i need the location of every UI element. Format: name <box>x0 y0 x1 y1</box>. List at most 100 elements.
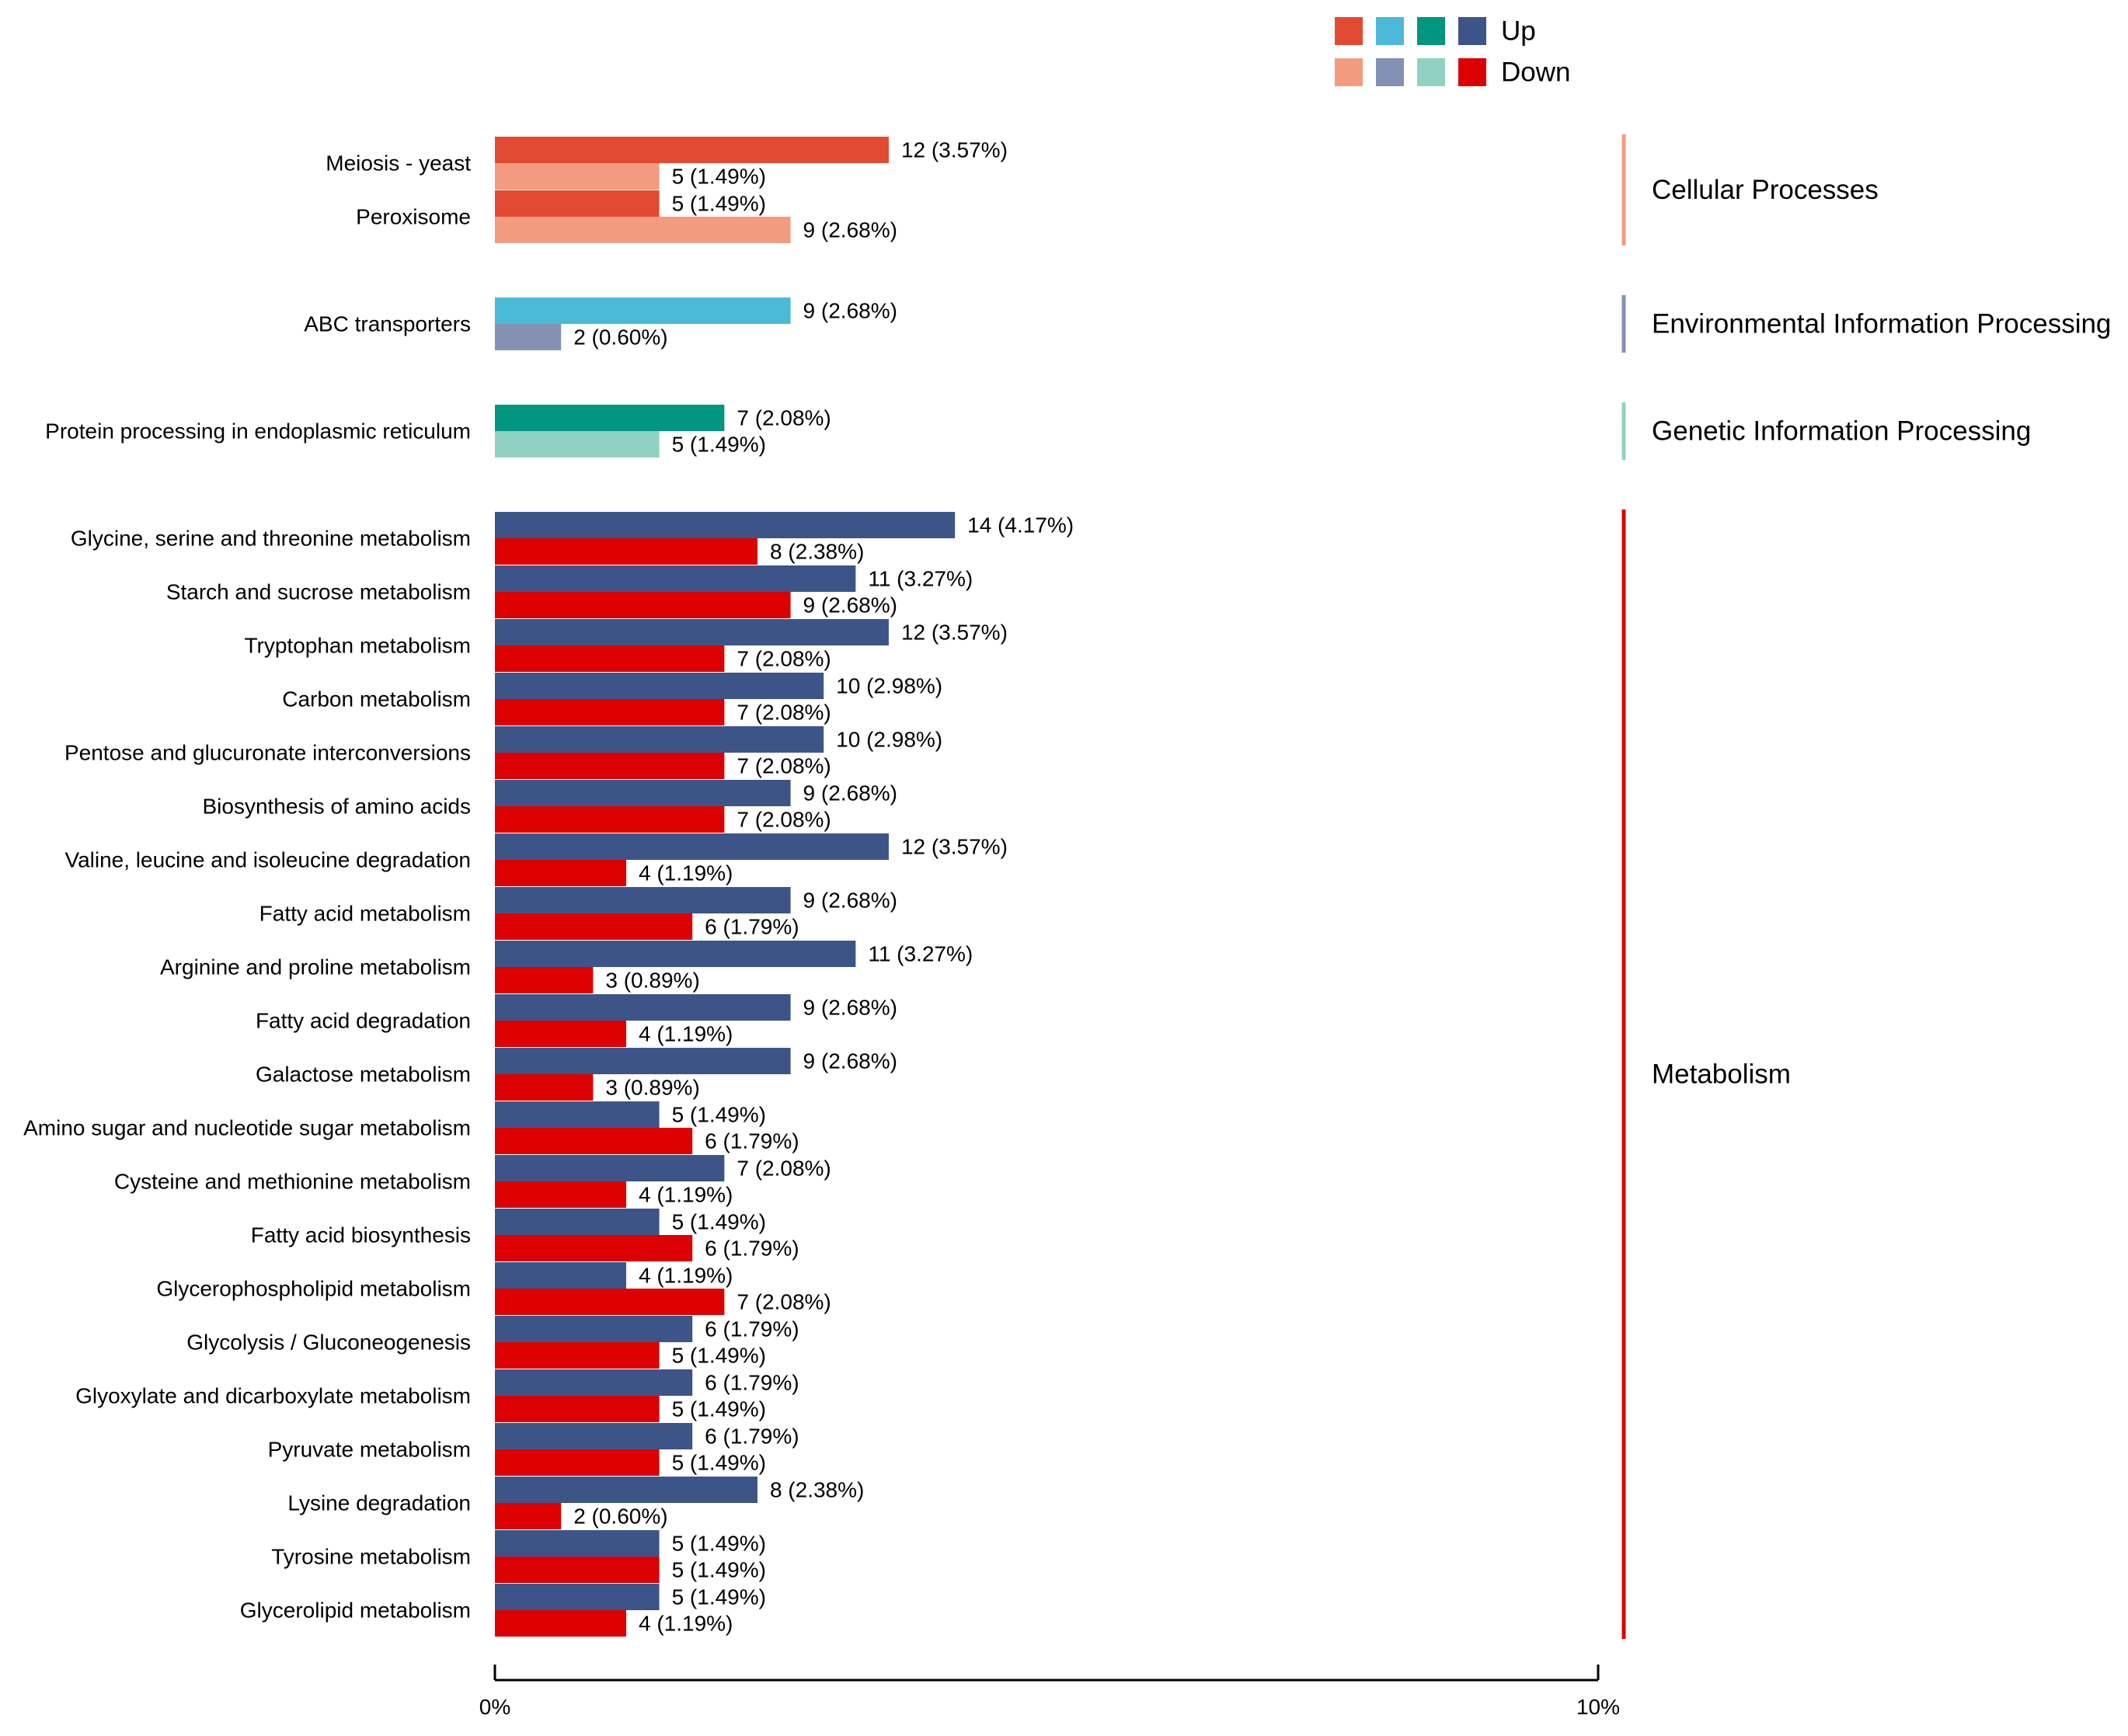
bar-down-amino-sugar-and-nucleotide-sugar-metabolism <box>495 1128 693 1154</box>
pathway-label-amino-sugar-and-nucleotide-sugar-metabolism: Amino sugar and nucleotide sugar metabol… <box>23 1116 471 1140</box>
bar-down-biosynthesis-of-amino-acids <box>495 806 725 833</box>
legend-label-up: Up <box>1501 16 1536 47</box>
value-label-up-fatty-acid-biosynthesis: 5 (1.49%) <box>672 1210 766 1234</box>
bar-up-arginine-and-proline-metabolism <box>495 941 856 967</box>
bar-up-abc-transporters <box>495 297 791 324</box>
bar-up-tyrosine-metabolism <box>495 1530 660 1557</box>
group-brackets: Cellular Processes Environmental Informat… <box>1621 134 2111 1639</box>
value-label-down-glycerophospholipid-metabolism: 7 (2.08%) <box>737 1290 831 1314</box>
value-label-up-galactose-metabolism: 9 (2.68%) <box>803 1049 897 1073</box>
bar-down-protein-processing-in-endoplasmic-reticulum <box>495 431 660 457</box>
legend-swatch-down-1 <box>1335 58 1363 86</box>
x-tick-label-0: 0% <box>479 1695 510 1719</box>
value-label-down-carbon-metabolism: 7 (2.08%) <box>737 701 831 725</box>
bar-up-starch-and-sucrose-metabolism <box>495 565 856 592</box>
bar-up-carbon-metabolism <box>495 673 824 699</box>
pathway-label-glycerophospholipid-metabolism: Glycerophospholipid metabolism <box>156 1277 471 1301</box>
value-label-down-valine-leucine-and-isoleucine-degradation: 4 (1.19%) <box>639 861 733 885</box>
group-label-genetic-information-processing: Genetic Information Processing <box>1652 416 2031 447</box>
pathway-label-pentose-and-glucuronate-interconversions: Pentose and glucuronate interconversions <box>64 741 471 765</box>
value-label-down-biosynthesis-of-amino-acids: 7 (2.08%) <box>737 808 831 832</box>
bar-up-glycerophospholipid-metabolism <box>495 1262 626 1289</box>
pathway-label-valine-leucine-and-isoleucine-degradation: Valine, leucine and isoleucine degradati… <box>64 848 471 872</box>
value-label-down-protein-processing-in-endoplasmic-reticulum: 5 (1.49%) <box>672 433 766 457</box>
value-label-up-glycerolipid-metabolism: 5 (1.49%) <box>672 1585 766 1609</box>
bar-up-pyruvate-metabolism <box>495 1423 693 1449</box>
value-label-down-amino-sugar-and-nucleotide-sugar-metabolism: 6 (1.79%) <box>705 1129 799 1153</box>
pathway-label-glycolysis-gluconeogenesis: Glycolysis / Gluconeogenesis <box>186 1331 471 1355</box>
value-label-down-arginine-and-proline-metabolism: 3 (0.89%) <box>605 969 699 993</box>
value-label-down-fatty-acid-degradation: 4 (1.19%) <box>639 1022 733 1046</box>
pathway-label-lysine-degradation: Lysine degradation <box>287 1491 471 1515</box>
legend: Up Down <box>1335 16 1570 88</box>
bar-down-glyoxylate-and-dicarboxylate-metabolism <box>495 1396 660 1422</box>
value-label-up-glyoxylate-and-dicarboxylate-metabolism: 6 (1.79%) <box>705 1371 799 1395</box>
bar-up-glyoxylate-and-dicarboxylate-metabolism <box>495 1369 693 1396</box>
value-label-up-amino-sugar-and-nucleotide-sugar-metabolism: 5 (1.49%) <box>672 1103 766 1127</box>
pathway-label-starch-and-sucrose-metabolism: Starch and sucrose metabolism <box>166 580 471 604</box>
value-label-up-carbon-metabolism: 10 (2.98%) <box>836 674 942 698</box>
pathway-label-galactose-metabolism: Galactose metabolism <box>256 1063 471 1087</box>
value-label-down-lysine-degradation: 2 (0.60%) <box>573 1505 667 1529</box>
bar-value-labels: 12 (3.57%)5 (1.49%)5 (1.49%)9 (2.68%)9 (… <box>573 138 1074 1636</box>
bar-up-tryptophan-metabolism <box>495 619 889 645</box>
value-label-down-glyoxylate-and-dicarboxylate-metabolism: 5 (1.49%) <box>672 1397 766 1421</box>
bar-down-pyruvate-metabolism <box>495 1449 660 1476</box>
value-label-down-glycerolipid-metabolism: 4 (1.19%) <box>639 1612 733 1636</box>
bar-down-cysteine-and-methionine-metabolism <box>495 1181 626 1208</box>
pathway-label-abc-transporters: ABC transporters <box>304 312 471 336</box>
value-label-down-fatty-acid-metabolism: 6 (1.79%) <box>705 915 799 939</box>
legend-swatch-up-2 <box>1376 17 1404 45</box>
pathway-label-fatty-acid-metabolism: Fatty acid metabolism <box>259 902 471 926</box>
value-label-up-starch-and-sucrose-metabolism: 11 (3.27%) <box>868 567 973 591</box>
bar-down-galactose-metabolism <box>495 1074 594 1101</box>
bar-up-valine-leucine-and-isoleucine-degradation <box>495 833 889 860</box>
bar-down-glycerophospholipid-metabolism <box>495 1289 725 1315</box>
value-label-up-cysteine-and-methionine-metabolism: 7 (2.08%) <box>737 1157 831 1181</box>
bar-down-peroxisome <box>495 217 791 243</box>
bar-down-tyrosine-metabolism <box>495 1557 660 1583</box>
value-label-up-abc-transporters: 9 (2.68%) <box>803 299 897 323</box>
bar-up-fatty-acid-biosynthesis <box>495 1209 660 1235</box>
value-label-up-fatty-acid-degradation: 9 (2.68%) <box>803 996 897 1020</box>
bar-up-cysteine-and-methionine-metabolism <box>495 1155 725 1181</box>
legend-swatch-up-1 <box>1335 17 1363 45</box>
bars <box>495 137 956 1637</box>
bar-down-glycerolipid-metabolism <box>495 1610 626 1637</box>
bar-down-pentose-and-glucuronate-interconversions <box>495 753 725 779</box>
bar-up-amino-sugar-and-nucleotide-sugar-metabolism <box>495 1101 660 1128</box>
value-label-up-peroxisome: 5 (1.49%) <box>672 192 766 216</box>
pathway-label-fatty-acid-biosynthesis: Fatty acid biosynthesis <box>251 1223 471 1247</box>
legend-swatch-down-3 <box>1417 58 1445 86</box>
bar-down-lysine-degradation <box>495 1503 562 1529</box>
value-label-up-tryptophan-metabolism: 12 (3.57%) <box>901 621 1008 645</box>
group-label-cellular-processes: Cellular Processes <box>1652 175 1879 205</box>
pathway-label-glycine-serine-and-threonine-metabolism: Glycine, serine and threonine metabolism <box>71 527 471 551</box>
value-label-up-glycolysis-gluconeogenesis: 6 (1.79%) <box>705 1317 799 1341</box>
value-label-down-tyrosine-metabolism: 5 (1.49%) <box>672 1558 766 1582</box>
bar-up-protein-processing-in-endoplasmic-reticulum <box>495 405 725 431</box>
pathway-label-peroxisome: Peroxisome <box>356 205 471 229</box>
bar-up-fatty-acid-degradation <box>495 994 791 1021</box>
x-axis: 0% 10% <box>479 1665 1620 1719</box>
bar-down-tryptophan-metabolism <box>495 645 725 672</box>
value-label-down-abc-transporters: 2 (0.60%) <box>573 325 667 350</box>
bar-down-arginine-and-proline-metabolism <box>495 967 594 993</box>
bar-down-carbon-metabolism <box>495 699 725 725</box>
legend-swatch-down-4 <box>1458 58 1486 86</box>
pathway-label-fatty-acid-degradation: Fatty acid degradation <box>256 1009 471 1033</box>
bar-down-meiosis-yeast <box>495 163 660 190</box>
legend-label-down: Down <box>1501 57 1570 88</box>
value-label-up-tyrosine-metabolism: 5 (1.49%) <box>672 1532 766 1556</box>
pathway-label-pyruvate-metabolism: Pyruvate metabolism <box>268 1438 471 1462</box>
value-label-down-pyruvate-metabolism: 5 (1.49%) <box>672 1451 766 1475</box>
pathway-label-protein-processing-in-endoplasmic-reticulum: Protein processing in endoplasmic reticu… <box>45 419 471 444</box>
value-label-up-pyruvate-metabolism: 6 (1.79%) <box>705 1425 799 1449</box>
value-label-up-glycine-serine-and-threonine-metabolism: 14 (4.17%) <box>967 513 1074 537</box>
pathway-label-tryptophan-metabolism: Tryptophan metabolism <box>244 634 471 658</box>
bar-down-valine-leucine-and-isoleucine-degradation <box>495 860 626 886</box>
bar-down-starch-and-sucrose-metabolism <box>495 592 791 618</box>
value-label-down-glycine-serine-and-threonine-metabolism: 8 (2.38%) <box>770 540 864 564</box>
value-label-down-starch-and-sucrose-metabolism: 9 (2.68%) <box>803 593 897 618</box>
